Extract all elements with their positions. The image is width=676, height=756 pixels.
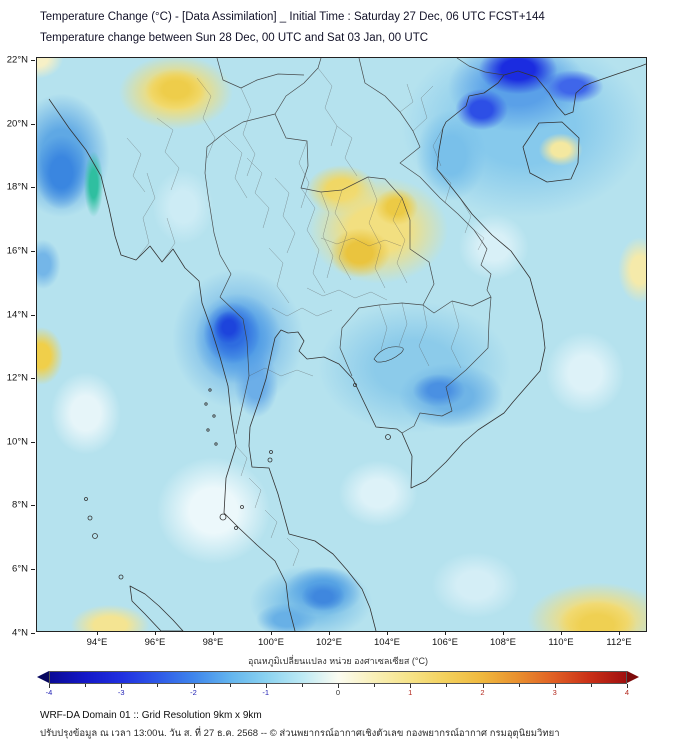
model-info-line: WRF-DA Domain 01 :: Grid Resolution 9km … [40, 710, 262, 721]
colorbar-tick-mark [410, 684, 412, 688]
colorbar-tick-mark [338, 684, 339, 688]
title-line-2: Temperature change between Sun 28 Dec, 0… [40, 32, 429, 44]
x-tick-mark [387, 631, 388, 635]
longitude-axis: 94°E 96°E 98°E 100°E 102°E 104°E 106°E 108°E 110… [36, 631, 647, 653]
y-axis-label: 14°N [6, 309, 28, 321]
colorbar-tick-mark [49, 684, 50, 688]
y-tick-mark [31, 123, 35, 125]
map-frame [36, 57, 647, 632]
colorbar-tick-label: 0 [335, 688, 341, 697]
colorbar-right-arrow-icon [627, 671, 639, 683]
y-axis-label: 20°N [6, 118, 28, 130]
x-tick-mark [155, 631, 156, 635]
y-tick-mark [31, 632, 35, 634]
colorbar-tick-label: 3 [552, 688, 557, 697]
x-tick-mark [329, 631, 330, 635]
colorbar-tick-mark [301, 684, 303, 687]
y-tick-mark [31, 314, 35, 316]
colorbar-tick-mark [265, 684, 267, 688]
y-axis-label: 18°N [6, 181, 28, 193]
x-axis-label: 104°E [374, 637, 400, 648]
colorbar-tick-label: 4 [624, 688, 630, 697]
geo-map-svg [48, 58, 646, 631]
colorbar-tick-mark [590, 684, 592, 687]
title-line-1: Temperature Change (°C) - [Data Assimila… [40, 11, 545, 23]
coastlines [48, 63, 646, 631]
y-tick-mark [31, 378, 35, 380]
x-axis-label: 102°E [316, 637, 342, 648]
colorbar-tick-mark [554, 684, 556, 688]
colorbar-tick-label: -1 [262, 688, 270, 697]
x-axis-label: 108°E [490, 637, 516, 648]
x-axis-label: 100°E [258, 637, 284, 648]
colorbar-tick-label: -3 [117, 688, 125, 697]
y-axis-label: 4°N [12, 627, 28, 639]
agency-credit-line: ปรับปรุงข้อมูล ณ เวลา 13:00น. วัน ส. ที่… [40, 728, 560, 739]
y-axis-label: 22°N [6, 54, 28, 66]
y-tick-mark [31, 569, 35, 571]
y-axis-label: 6°N [12, 563, 28, 575]
colorbar-body: -4 -3 -2 -1 0 1 2 3 4 [45, 671, 630, 703]
x-tick-mark [503, 631, 504, 635]
x-tick-mark [561, 631, 562, 635]
x-axis-label: 98°E [202, 637, 224, 648]
colorbar-tick-label: 2 [480, 688, 485, 697]
y-tick-mark [31, 505, 35, 507]
x-axis-label: 94°E [86, 637, 108, 648]
colorbar-tick-mark [229, 684, 231, 687]
colorbar-tick-label: -4 [45, 688, 53, 697]
colorbar-tick-label: 1 [408, 688, 413, 697]
x-axis-label: 112°E [606, 637, 632, 648]
y-axis-label: 16°N [6, 245, 28, 257]
colorbar-left-arrow-icon [37, 671, 49, 683]
x-tick-mark [213, 631, 214, 635]
x-axis-label: 106°E [432, 637, 458, 648]
x-axis-label: 110°E [548, 637, 574, 648]
colorbar-tick-mark [518, 684, 520, 687]
colorbar-tick-mark [121, 684, 123, 688]
x-tick-mark [445, 631, 446, 635]
x-axis-label: 96°E [144, 637, 166, 648]
colorbar-tick-label: -2 [190, 688, 197, 697]
colorbar-gradient [49, 671, 627, 684]
colorbar-tick-mark [157, 684, 159, 687]
colorbar-tick-mark [627, 684, 628, 688]
y-axis-label: 8°N [12, 499, 28, 511]
colorbar-tick-mark [374, 684, 376, 687]
y-tick-mark [31, 441, 35, 443]
y-axis-label: 12°N [6, 372, 28, 384]
colorbar-tick-mark [85, 684, 87, 687]
province-borders [126, 67, 485, 567]
x-tick-mark [97, 631, 98, 635]
latitude-axis: 22°N 20°N 18°N 16°N 14°N 12°N 10°N 8°N 6°N 4°N [0, 54, 35, 639]
y-axis-label: 10°N [6, 436, 28, 448]
y-tick-mark [31, 250, 35, 252]
y-tick-mark [31, 187, 35, 189]
colorbar-tick-mark [482, 684, 484, 688]
y-tick-mark [31, 60, 35, 61]
colorbar-tick-mark [446, 684, 448, 687]
colorbar-tick-mark [193, 684, 195, 688]
plot-titles: Temperature Change (°C) - [Data Assimila… [40, 7, 545, 49]
x-tick-mark [271, 631, 272, 635]
country-borders [204, 58, 505, 435]
x-tick-mark [619, 631, 620, 635]
colorbar-label: อุณหภูมิเปลี่ยนแปลง หน่วย องศาเซลเซียส (… [248, 656, 428, 666]
colorbar: -4 -3 -2 -1 0 1 2 3 4 [37, 671, 639, 703]
